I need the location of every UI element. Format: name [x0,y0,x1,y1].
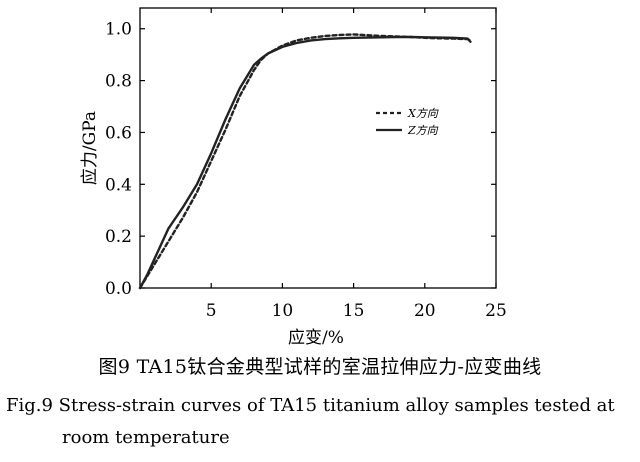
series-x-direction-line [138,33,472,290]
legend: X方向 Z方向 [376,107,439,137]
series-z-direction-line [138,35,472,290]
x-tick-labels: 5 10 15 20 25 [206,301,507,321]
axis-ticks [140,8,497,289]
x-axis-label: 应变/% [288,328,344,348]
figure-caption-english-line2: room temperature [62,427,230,448]
figure-caption-english-line1: Fig.9 Stress-strain curves of TA15 titan… [6,395,615,416]
data-series [138,33,472,290]
y-axis-label: 应力/GPa [80,111,100,185]
y-tick-label: 0.0 [105,279,132,299]
x-tick-label: 20 [414,301,436,321]
x-tick-label: 5 [206,301,217,321]
x-tick-label: 10 [272,301,294,321]
figure-caption-chinese: 图9 TA15钛合金典型试样的室温拉伸应力-应变曲线 [98,356,542,378]
legend-label-z-direction: Z方向 [407,124,439,137]
x-tick-label: 25 [485,301,507,321]
x-tick-label: 15 [343,301,365,321]
y-tick-label: 0.6 [105,123,132,143]
legend-label-x-direction: X方向 [407,107,439,120]
y-tick-label: 0.8 [105,72,132,92]
y-tick-labels: 0.0 0.2 0.4 0.6 0.8 1.0 [105,20,132,299]
plot-frame [139,7,497,289]
y-tick-label: 1.0 [105,20,132,40]
y-tick-label: 0.4 [105,175,132,195]
y-tick-label: 0.2 [105,227,132,247]
